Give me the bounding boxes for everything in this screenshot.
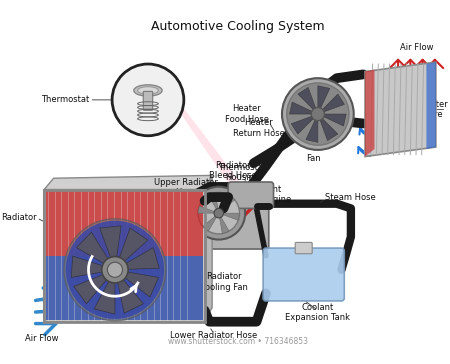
Polygon shape — [100, 226, 121, 261]
Circle shape — [192, 187, 245, 240]
Text: Upper Radiator
Hose: Upper Radiator Hose — [154, 178, 218, 197]
Polygon shape — [94, 278, 115, 314]
Polygon shape — [318, 86, 330, 108]
FancyBboxPatch shape — [46, 191, 203, 256]
Text: Fan: Fan — [306, 154, 320, 163]
Polygon shape — [198, 206, 214, 213]
Ellipse shape — [138, 87, 158, 94]
Text: Steam Hose: Steam Hose — [325, 193, 376, 202]
Text: Heater
Core: Heater Core — [419, 100, 448, 119]
Polygon shape — [324, 114, 346, 126]
Text: www.shutterstock.com • 716346853: www.shutterstock.com • 716346853 — [168, 337, 308, 346]
Polygon shape — [323, 94, 344, 112]
Circle shape — [311, 107, 324, 120]
Polygon shape — [220, 217, 229, 234]
Polygon shape — [76, 232, 110, 265]
Polygon shape — [117, 277, 144, 313]
Circle shape — [214, 209, 224, 218]
Text: Air Flow: Air Flow — [400, 43, 434, 52]
FancyBboxPatch shape — [228, 182, 274, 209]
Circle shape — [64, 219, 166, 321]
FancyBboxPatch shape — [46, 256, 203, 320]
Polygon shape — [181, 104, 243, 204]
Polygon shape — [123, 248, 159, 269]
Polygon shape — [203, 216, 216, 231]
Text: Coolant
from Engine: Coolant from Engine — [240, 185, 292, 204]
Text: Radiator: Radiator — [1, 213, 36, 222]
Polygon shape — [71, 256, 106, 277]
Text: Radiator
Cooling Fan: Radiator Cooling Fan — [199, 272, 248, 292]
Text: Thermostat: Thermostat — [41, 95, 90, 104]
Text: Coolant
Expansion Tank: Coolant Expansion Tank — [285, 302, 351, 322]
Circle shape — [198, 193, 239, 234]
Polygon shape — [298, 87, 315, 109]
Polygon shape — [289, 102, 312, 114]
FancyBboxPatch shape — [263, 248, 344, 301]
FancyBboxPatch shape — [44, 190, 205, 322]
Text: Heater
Return Hose: Heater Return Hose — [233, 119, 285, 138]
Circle shape — [102, 257, 128, 283]
Polygon shape — [306, 120, 318, 142]
Text: Heater
Food Hose: Heater Food Hose — [225, 104, 269, 124]
Circle shape — [287, 83, 349, 145]
Polygon shape — [223, 213, 239, 220]
Circle shape — [112, 64, 184, 136]
Text: Automotive Cooling System: Automotive Cooling System — [151, 20, 324, 33]
Circle shape — [282, 78, 354, 150]
FancyBboxPatch shape — [143, 91, 153, 110]
Polygon shape — [74, 273, 109, 304]
Polygon shape — [221, 195, 234, 210]
Polygon shape — [205, 175, 212, 322]
FancyBboxPatch shape — [295, 242, 312, 254]
Polygon shape — [365, 62, 436, 157]
Polygon shape — [44, 175, 212, 190]
Polygon shape — [427, 62, 436, 149]
Polygon shape — [122, 272, 158, 297]
Circle shape — [108, 262, 122, 277]
Polygon shape — [320, 119, 338, 141]
Text: Lower Radiator Hose: Lower Radiator Hose — [171, 331, 258, 340]
Text: Thermostat
Housing: Thermostat Housing — [218, 163, 266, 182]
Polygon shape — [365, 70, 374, 157]
Text: Air Flow: Air Flow — [26, 334, 59, 343]
Polygon shape — [118, 228, 148, 264]
Polygon shape — [291, 116, 313, 134]
Ellipse shape — [134, 85, 162, 96]
Text: Water Pump: Water Pump — [130, 197, 181, 206]
Text: Radiator
Bleed Hose: Radiator Bleed Hose — [209, 161, 257, 181]
FancyBboxPatch shape — [207, 191, 269, 249]
Circle shape — [66, 221, 164, 319]
Polygon shape — [208, 193, 218, 209]
